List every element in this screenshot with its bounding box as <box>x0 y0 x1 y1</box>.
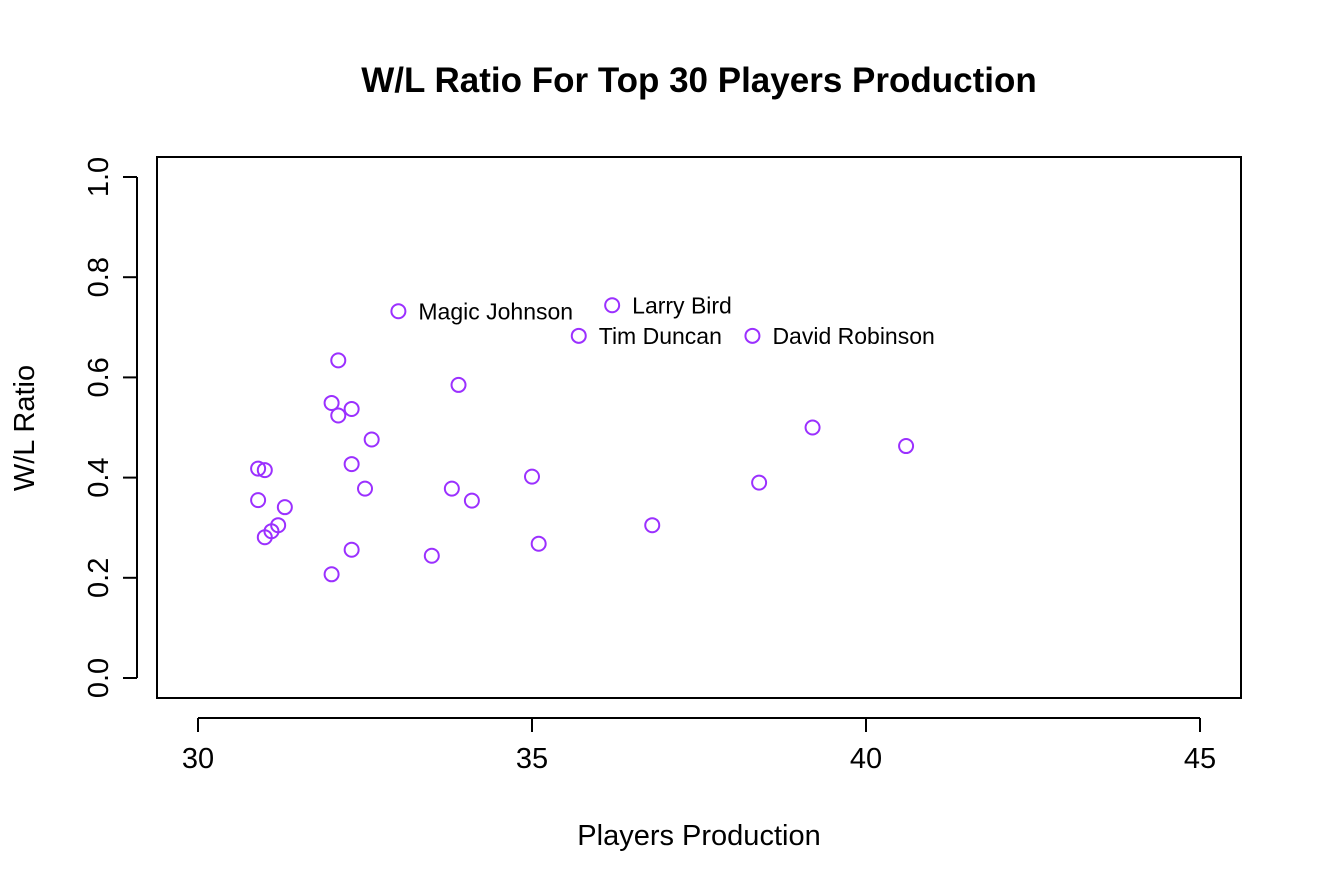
data-point <box>256 462 273 479</box>
data-point <box>330 407 347 424</box>
data-point <box>570 327 587 344</box>
data-point <box>276 499 293 516</box>
x-tick-label: 40 <box>850 743 882 775</box>
data-point <box>343 456 360 473</box>
plot-frame <box>156 156 1242 699</box>
data-point <box>644 517 661 534</box>
data-point <box>390 303 407 320</box>
data-point <box>330 352 347 369</box>
x-tick-label: 35 <box>516 743 548 775</box>
x-tick-label: 30 <box>182 743 214 775</box>
data-point <box>357 480 373 497</box>
y-axis-label: W/L Ratio <box>9 365 41 491</box>
data-point <box>744 327 761 344</box>
data-point <box>524 468 540 485</box>
data-points: Magic Johnson Larry Bird Tim Duncan David R… <box>250 292 935 583</box>
data-point <box>423 547 440 564</box>
point-label: Magic Johnson <box>418 298 573 324</box>
y-tick-label: 0.2 <box>83 558 115 598</box>
y-tick-label: 0.4 <box>83 457 115 497</box>
point-label: Tim Duncan <box>599 323 722 349</box>
data-point <box>804 419 821 436</box>
y-tick-label: 1.0 <box>83 157 115 197</box>
data-point <box>250 460 267 477</box>
data-point <box>450 376 467 393</box>
data-point <box>323 566 340 583</box>
y-tick-label: 0.6 <box>83 357 115 397</box>
data-point <box>751 474 768 491</box>
point-label: David Robinson <box>772 323 934 349</box>
point-label: Larry Bird <box>632 292 732 318</box>
x-axis: 30 35 40 45 <box>182 717 1216 775</box>
chart-title: W/L Ratio For Top 30 Players Production <box>361 61 1036 100</box>
data-point <box>343 400 360 417</box>
data-point <box>256 529 273 546</box>
data-point <box>898 438 915 455</box>
x-axis-label: Players Production <box>577 820 820 852</box>
data-point <box>343 541 360 558</box>
data-point <box>250 492 267 509</box>
data-point <box>463 492 480 509</box>
data-point <box>363 431 380 448</box>
y-tick-label: 0.8 <box>83 257 115 297</box>
data-point <box>530 535 547 552</box>
data-point <box>323 394 340 411</box>
y-axis: 0.0 0.2 0.4 0.6 0.8 1.0 <box>83 157 138 698</box>
data-point <box>443 480 460 497</box>
data-point <box>604 297 621 314</box>
y-tick-label: 0.0 <box>83 658 115 698</box>
x-tick-label: 45 <box>1184 743 1216 775</box>
